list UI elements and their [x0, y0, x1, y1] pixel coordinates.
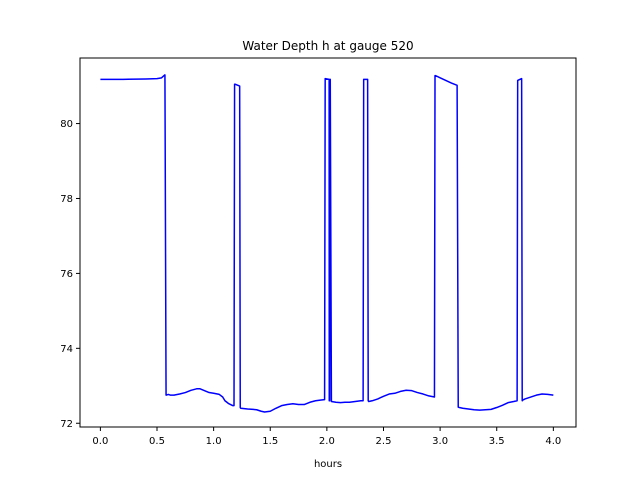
- plot-area: [79, 57, 577, 428]
- x-axis-label: hours: [314, 459, 342, 470]
- x-tick-label: 2.0: [319, 436, 335, 447]
- plot-frame: [79, 57, 577, 428]
- x-tick-label: 3.5: [489, 436, 505, 447]
- y-tick-label: 74: [60, 344, 73, 355]
- y-tick-label: 78: [60, 194, 73, 205]
- x-tick-label: 3.0: [432, 436, 448, 447]
- x-tick-label: 4.0: [545, 436, 561, 447]
- y-tick-label: 72: [60, 419, 73, 430]
- chart-title: Water Depth h at gauge 520: [242, 39, 413, 53]
- x-tick-label: 2.5: [376, 436, 392, 447]
- x-tick-label: 0.0: [92, 436, 108, 447]
- y-tick-label: 80: [60, 119, 73, 130]
- x-tick-label: 1.0: [206, 436, 222, 447]
- y-axis: 72 74 76 78 80: [60, 119, 80, 430]
- x-tick-label: 1.5: [262, 436, 278, 447]
- series-line: [100, 74, 554, 413]
- x-tick-label: 0.5: [149, 436, 165, 447]
- x-axis: 0.0 0.5 1.0 1.5 2.0 2.5 3.0 3.5 4.0: [92, 427, 561, 447]
- y-tick-label: 76: [60, 269, 73, 280]
